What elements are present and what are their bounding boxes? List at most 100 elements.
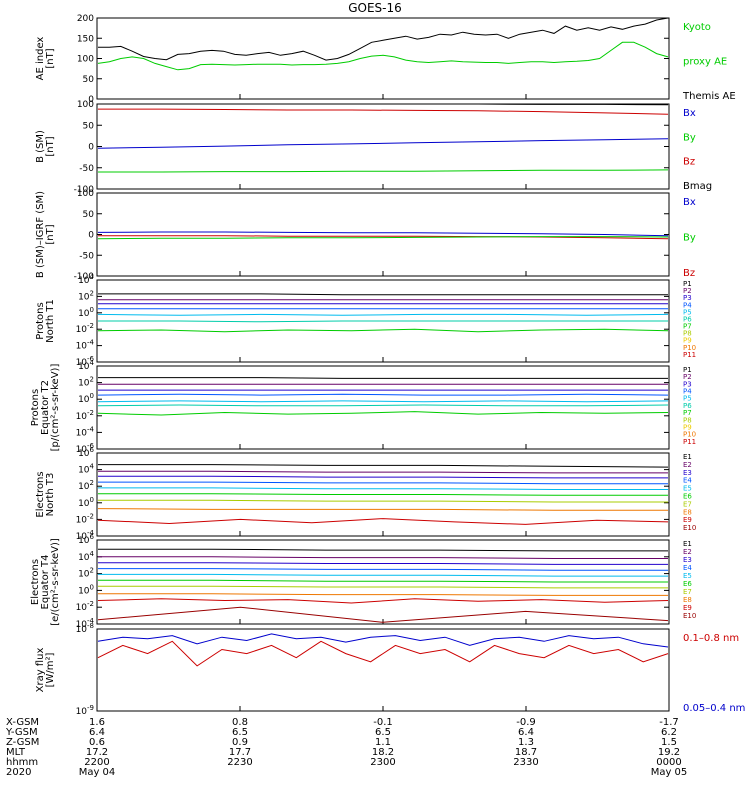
series-line <box>98 475 668 479</box>
series-line <box>98 493 668 496</box>
footer-value: 1.3 <box>518 737 534 748</box>
legend-entry: E5 <box>683 572 692 580</box>
legend-entry: E1 <box>683 453 692 461</box>
footer-value: -0.9 <box>516 717 536 728</box>
y-axis-label: AE index <box>35 37 46 81</box>
series-line <box>98 169 669 173</box>
panel-xray: 10-8 10-9 Xray flux [W/m²] 0.1–0.8 nm 0.05–0.… <box>35 622 745 717</box>
series-line <box>97 598 669 604</box>
legend-entry: P3 <box>683 380 692 388</box>
footer-value: 17.7 <box>229 747 251 758</box>
series-line <box>98 548 668 552</box>
legend-entry: Bmag <box>683 181 712 192</box>
series-line <box>98 487 668 490</box>
legend-entry: E8 <box>683 596 692 604</box>
y-tick-label: 10-2 <box>76 512 94 525</box>
panel-electrons-t4: 106 104 102 100 10-2 10-4 Electrons Equator T4[… <box>30 533 696 630</box>
footer-value: 6.5 <box>232 727 248 738</box>
y-tick-label: 10-8 <box>76 622 94 635</box>
y-axis-label: B (SM) <box>35 130 46 163</box>
y-tick-label: 50 <box>83 75 95 85</box>
series-line <box>97 328 669 333</box>
y-tick-label: -100 <box>74 185 95 195</box>
legend-entry: P6 <box>683 402 692 410</box>
footer-value: 0.9 <box>232 737 248 748</box>
series-line <box>97 393 669 396</box>
legend-entry: E10 <box>683 612 696 620</box>
legend-entry: P2 <box>683 373 692 381</box>
legend-entry: P9 <box>683 337 692 345</box>
y-tick-label: 0 <box>88 143 94 153</box>
footer-value: 0.6 <box>89 737 105 748</box>
series-line <box>98 585 668 589</box>
y-tick-label: 150 <box>77 34 94 44</box>
y-axis-label: Electrons <box>30 559 41 605</box>
legend-entry: Themis AE <box>682 91 736 102</box>
y-tick-label: 10-2 <box>76 322 94 335</box>
y-tick-label: 10-4 <box>76 339 95 352</box>
legend-entry: Bx <box>683 197 696 208</box>
series-line <box>98 562 668 565</box>
y-tick-label: 10-9 <box>76 704 94 717</box>
footer-value: 18.2 <box>372 747 394 758</box>
y-axis-label: [nT] <box>45 136 56 156</box>
y-axis-label: Equator T4 <box>40 555 51 610</box>
legend-entry: P4 <box>683 388 692 396</box>
footer-value: 6.5 <box>375 727 391 738</box>
footer-value: 6.4 <box>518 727 534 738</box>
y-axis-label: North T3 <box>45 473 56 517</box>
y-tick-label: 100 <box>77 55 94 65</box>
panel-frame <box>96 628 670 712</box>
y-tick-label: 104 <box>78 463 94 476</box>
legend-entry: E6 <box>683 580 692 588</box>
y-tick-label: 0 <box>88 231 94 241</box>
y-axis-label: [nT] <box>45 48 56 68</box>
legend-entry: P10 <box>683 431 696 439</box>
series-line <box>98 377 668 379</box>
footer-row-label: X-GSM <box>6 717 39 728</box>
legend-entry: proxy AE <box>683 57 727 68</box>
y-tick-label: 10-4 <box>76 529 95 542</box>
legend-entry: By <box>683 233 696 244</box>
legend-entry: P6 <box>683 315 692 323</box>
legend-entry: Kyoto <box>683 22 711 33</box>
y-tick-label: 102 <box>78 376 94 389</box>
legend-entry: Bx <box>683 108 696 119</box>
series-line <box>98 108 669 115</box>
legend-entry: P3 <box>683 294 692 302</box>
y-tick-label: 104 <box>78 359 94 372</box>
series-line <box>97 518 669 525</box>
y-axis-label: [p/(cm²-s-sr-keV)] <box>50 364 61 452</box>
y-tick-label: 50 <box>83 121 95 131</box>
series-line <box>97 404 669 407</box>
panel-frame <box>96 365 670 450</box>
legend-entry: P8 <box>683 330 692 338</box>
series-line <box>97 411 669 416</box>
legend-entry: E5 <box>683 485 692 493</box>
panel-frame <box>96 17 670 100</box>
y-tick-label: -50 <box>79 164 94 174</box>
series-line <box>98 103 669 106</box>
y-tick-label: 100 <box>77 189 94 199</box>
legend-entry: E2 <box>683 548 692 556</box>
y-tick-label: 100 <box>78 392 94 405</box>
footer-value: 19.2 <box>658 747 680 758</box>
legend-entry: E2 <box>683 461 692 469</box>
legend-entry: 0.05–0.4 nm <box>683 703 745 714</box>
footer-value: 6.4 <box>89 727 105 738</box>
footer-value: 2330 <box>513 757 538 768</box>
y-axis-label: Protons <box>30 389 41 426</box>
series-line <box>98 579 668 583</box>
legend-entry: E9 <box>683 516 692 524</box>
series-line <box>97 606 669 623</box>
legend-entry: 0.1–0.8 nm <box>683 633 739 644</box>
y-tick-label: -100 <box>74 272 95 282</box>
series-line <box>98 235 669 240</box>
legend-entry: E3 <box>683 469 692 477</box>
footer-row-label: MLT <box>6 747 26 758</box>
y-tick-label: 50 <box>83 210 95 220</box>
legend-entry: E1 <box>683 540 692 548</box>
series-line <box>97 236 669 240</box>
